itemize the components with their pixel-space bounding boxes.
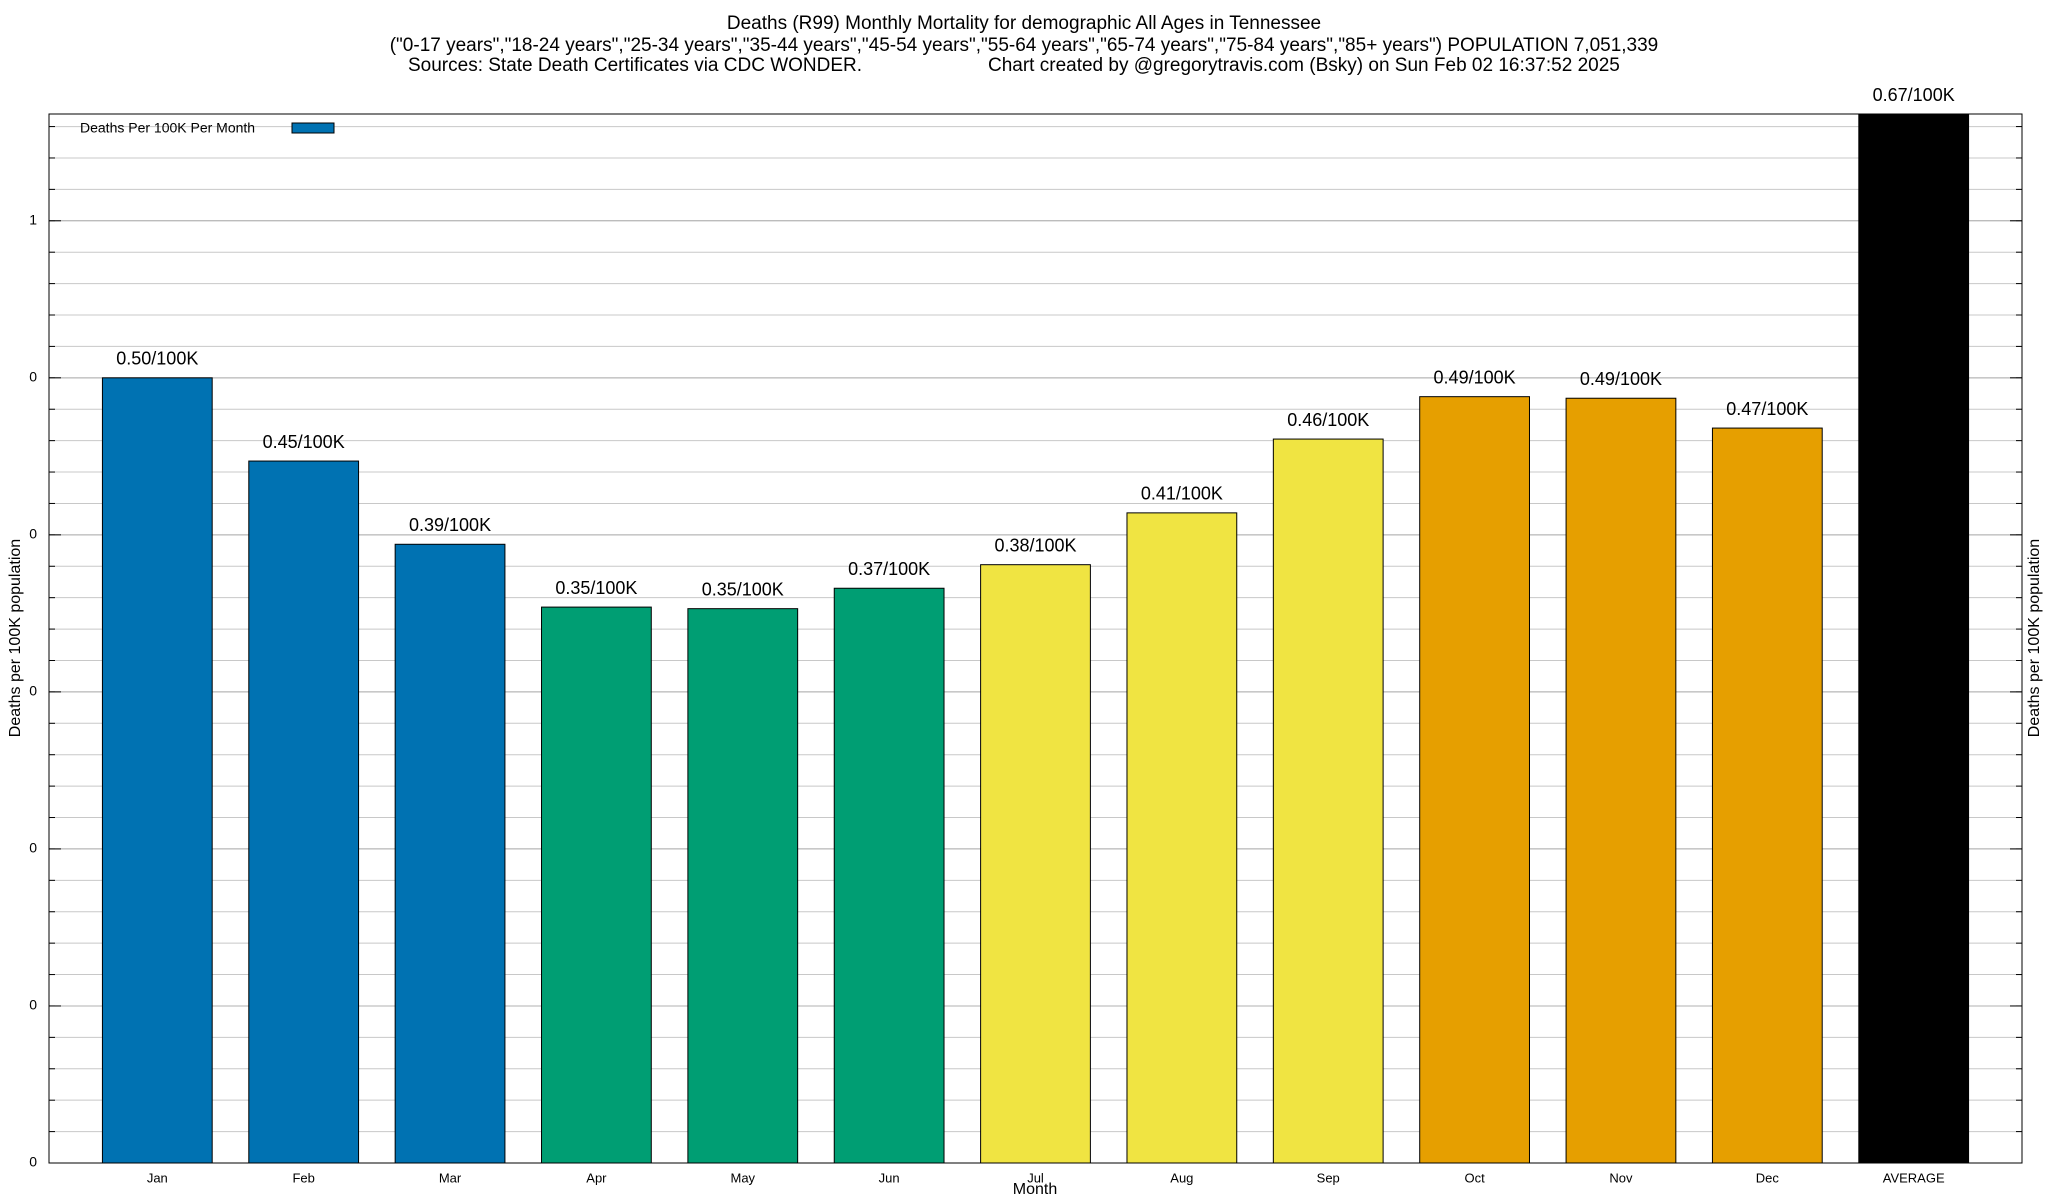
- x-tick-label: Apr: [586, 1170, 607, 1185]
- x-axis-label: Month: [1013, 1181, 1057, 1198]
- x-tick-label: Jan: [147, 1170, 168, 1185]
- bar: [1711, 427, 1823, 1164]
- credit: Chart created by @gregorytravis.com (Bsk…: [988, 55, 1620, 76]
- y-axis-label: Deaths per 100K population: [7, 539, 24, 737]
- value-label: 0.67/100K: [1873, 85, 1955, 105]
- value-label: 0.39/100K: [409, 515, 491, 535]
- y-tick-label: 0: [29, 683, 37, 699]
- x-tick-label: Dec: [1756, 1170, 1780, 1185]
- value-label: 0.50/100K: [116, 349, 198, 369]
- bar: [1126, 512, 1238, 1164]
- y-tick-label: 0: [29, 1154, 37, 1170]
- x-tick-label: Feb: [292, 1170, 314, 1185]
- plot-frame: [48, 113, 2023, 1164]
- x-tick-label: Sep: [1317, 1170, 1340, 1185]
- legend-swatch: [291, 122, 335, 134]
- bar: [1272, 438, 1384, 1164]
- bar: [541, 606, 652, 1164]
- value-label: 0.35/100K: [555, 578, 637, 598]
- value-label: 0.46/100K: [1287, 410, 1369, 430]
- x-tick-label: Aug: [1170, 1170, 1193, 1185]
- bar: [394, 543, 506, 1164]
- x-tick-label: Nov: [1609, 1170, 1633, 1185]
- y-tick-label: 0: [29, 840, 37, 856]
- value-label: 0.35/100K: [702, 579, 784, 599]
- value-label: 0.45/100K: [263, 432, 345, 452]
- bar: [101, 377, 213, 1164]
- x-tick-label: Oct: [1464, 1170, 1485, 1185]
- bar: [833, 587, 945, 1164]
- bar: [1565, 397, 1677, 1164]
- y-tick-label: 0: [29, 997, 37, 1013]
- bar: [687, 608, 799, 1164]
- chart-title: Deaths (R99) Monthly Mortality for demog…: [727, 13, 1321, 34]
- bar: [248, 460, 360, 1164]
- bar: [1858, 113, 1970, 1164]
- bar: [980, 564, 1091, 1164]
- value-label: 0.38/100K: [994, 535, 1076, 555]
- bar: [1419, 396, 1530, 1164]
- value-label: 0.47/100K: [1726, 399, 1808, 419]
- x-tick-label: Mar: [439, 1170, 462, 1185]
- value-label: 0.37/100K: [848, 559, 930, 579]
- y-tick-label: 0: [29, 526, 37, 542]
- legend-label: Deaths Per 100K Per Month: [80, 120, 255, 136]
- value-label: 0.49/100K: [1434, 367, 1516, 387]
- y-tick-label: 0: [29, 369, 37, 385]
- x-tick-label: May: [730, 1170, 755, 1185]
- y-tick-label: 1: [29, 211, 37, 227]
- value-label: 0.41/100K: [1141, 484, 1223, 504]
- x-tick-label: Jun: [879, 1170, 900, 1185]
- x-tick-label: AVERAGE: [1883, 1170, 1945, 1185]
- chart-subtitle: ("0-17 years","18-24 years","25-34 years…: [390, 35, 1659, 56]
- value-label: 0.49/100K: [1580, 369, 1662, 389]
- x-tick-label: Jul: [1027, 1170, 1044, 1185]
- y2-axis-label: Deaths per 100K population: [2026, 539, 2043, 737]
- source: Sources: State Death Certificates via CD…: [408, 55, 862, 76]
